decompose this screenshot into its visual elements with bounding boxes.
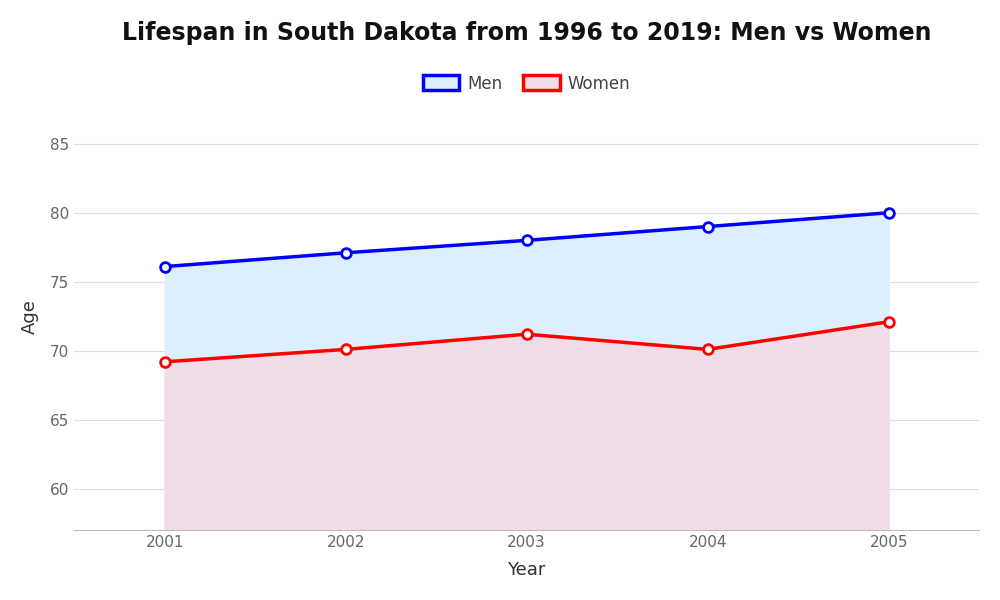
- Title: Lifespan in South Dakota from 1996 to 2019: Men vs Women: Lifespan in South Dakota from 1996 to 20…: [122, 21, 931, 45]
- Legend: Men, Women: Men, Women: [416, 68, 637, 99]
- Y-axis label: Age: Age: [21, 299, 39, 334]
- X-axis label: Year: Year: [507, 561, 546, 579]
